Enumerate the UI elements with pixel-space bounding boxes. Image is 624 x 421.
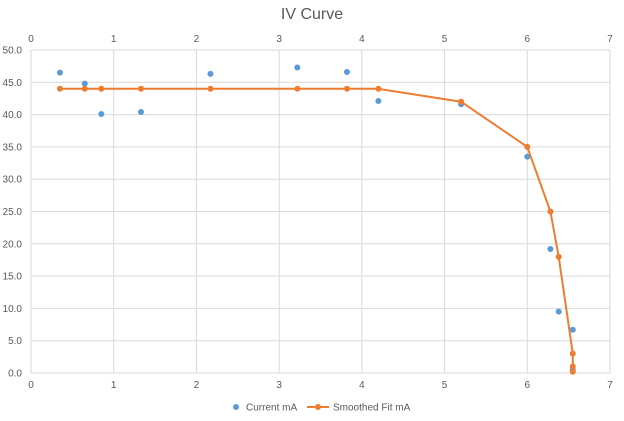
data-point-smoothed-fit	[555, 253, 562, 260]
y-tick-label: 0.0	[8, 369, 22, 380]
x-tick-label-top: 1	[111, 34, 117, 45]
x-tick-label-top: 4	[359, 34, 365, 45]
y-tick-label: 45.0	[3, 78, 23, 89]
data-point-smoothed-fit	[98, 85, 105, 92]
x-tick-label-bottom: 4	[359, 380, 365, 391]
x-tick-label-bottom: 1	[111, 380, 117, 391]
data-point-current	[294, 64, 301, 71]
y-tick-label: 25.0	[3, 207, 23, 218]
legend-marker-smoothed-fit	[315, 404, 321, 410]
legend-label-smoothed-fit: Smoothed Fit mA	[333, 403, 411, 414]
data-point-smoothed-fit	[569, 363, 576, 370]
data-point-current	[98, 110, 105, 117]
data-point-smoothed-fit	[138, 85, 145, 92]
data-point-current	[81, 80, 88, 87]
x-tick-label-top: 3	[276, 34, 282, 45]
data-point-current	[56, 69, 63, 76]
y-tick-label: 40.0	[3, 110, 23, 121]
data-point-current	[207, 70, 214, 77]
y-tick-label: 30.0	[3, 175, 23, 186]
legend-marker-current	[233, 404, 239, 410]
data-point-current	[547, 245, 554, 252]
data-point-smoothed-fit	[56, 85, 63, 92]
data-point-current	[524, 153, 531, 160]
x-tick-label-bottom: 7	[607, 380, 613, 391]
x-tick-label-bottom: 0	[28, 380, 34, 391]
data-point-current	[555, 308, 562, 315]
data-point-smoothed-fit	[207, 85, 214, 92]
x-tick-label-top: 5	[442, 34, 448, 45]
y-tick-label: 5.0	[8, 336, 22, 347]
data-point-current	[569, 326, 576, 333]
x-tick-label-top: 2	[194, 34, 200, 45]
data-point-smoothed-fit	[375, 85, 382, 92]
x-tick-label-top: 6	[525, 34, 531, 45]
y-tick-label: 50.0	[3, 46, 23, 57]
chart-title: IV Curve	[280, 6, 344, 23]
y-tick-label: 20.0	[3, 239, 23, 250]
y-tick-label: 35.0	[3, 142, 23, 153]
x-tick-label-top: 7	[607, 34, 613, 45]
series-line-smoothed-fit	[60, 87, 574, 372]
x-tick-label-top: 0	[28, 34, 34, 45]
data-point-smoothed-fit	[81, 85, 88, 92]
data-point-smoothed-fit	[547, 208, 554, 215]
data-point-smoothed-fit	[458, 98, 465, 105]
x-tick-label-bottom: 6	[525, 380, 531, 391]
data-point-current	[138, 109, 145, 116]
data-point-smoothed-fit	[343, 85, 350, 92]
legend-label-current: Current mA	[246, 403, 297, 414]
y-tick-label: 10.0	[3, 304, 23, 315]
x-tick-label-bottom: 2	[194, 380, 200, 391]
data-point-current	[343, 68, 350, 75]
x-tick-label-bottom: 5	[442, 380, 448, 391]
y-tick-label: 15.0	[3, 272, 23, 283]
data-point-smoothed-fit	[524, 143, 531, 150]
x-tick-label-bottom: 3	[276, 380, 282, 391]
data-point-smoothed-fit	[569, 350, 576, 357]
data-point-smoothed-fit	[294, 85, 301, 92]
data-point-current	[375, 98, 382, 105]
data-point-smoothed-fit	[569, 368, 576, 375]
